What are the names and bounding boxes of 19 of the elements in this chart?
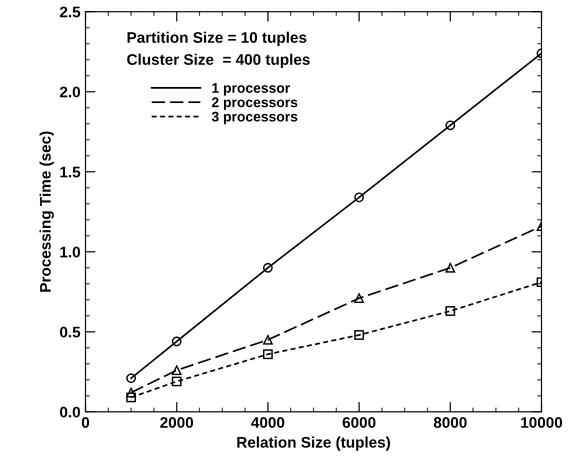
x-axis-title: Relation Size (tuples)	[237, 436, 390, 451]
y-tick-label: 0.0	[60, 406, 80, 418]
y-axis-title: Processing Time (sec)	[40, 132, 54, 292]
y-tick-label: 2.5	[60, 6, 80, 18]
x-tick-label: 2000	[160, 417, 194, 428]
x-tick-label: 4000	[251, 417, 284, 428]
y-tick-label: 2.0	[60, 86, 80, 98]
legend-label: 2 processors	[212, 97, 298, 110]
x-tick-label: 6000	[342, 417, 376, 428]
legend-label: 1 processor	[212, 83, 290, 96]
legend-label: 3 processors	[212, 112, 298, 124]
x-tick-label: 8000	[434, 417, 467, 428]
x-tick-label: 10000	[521, 417, 562, 428]
annotation: Partition Size = 10 tuples	[128, 32, 306, 46]
y-tick-label: 0.5	[60, 326, 80, 338]
y-tick-label: 1.0	[60, 246, 80, 258]
y-tick-label: 1.5	[60, 166, 80, 178]
x-tick-label: 0	[82, 417, 90, 428]
annotation: Cluster Size = 400 tuples	[127, 54, 310, 68]
